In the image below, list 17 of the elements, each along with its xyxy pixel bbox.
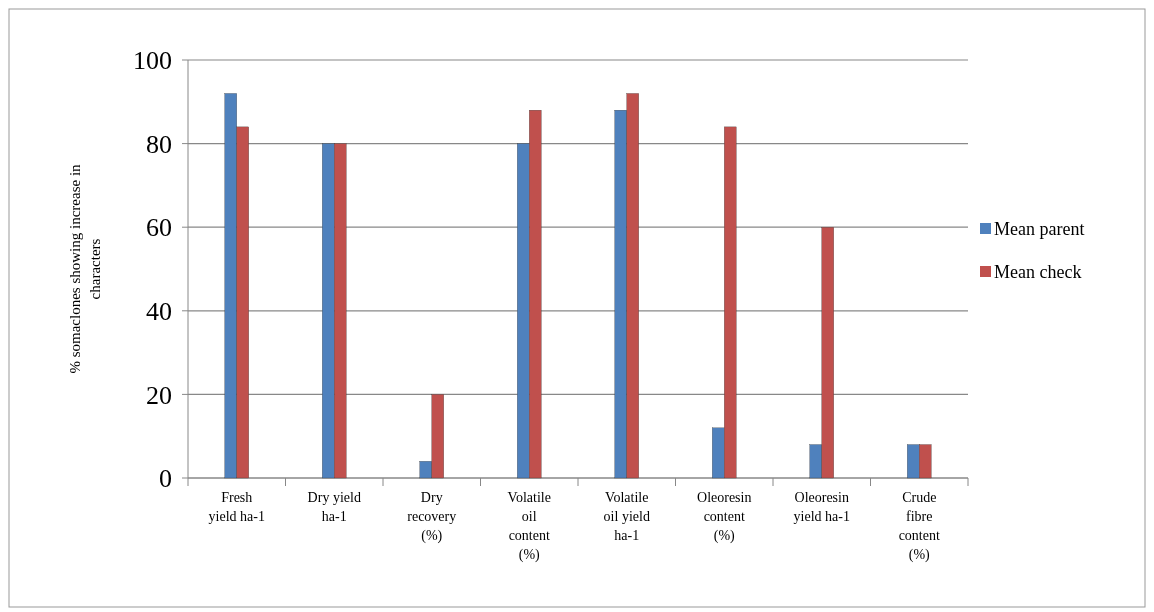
y-tick-label: 60: [146, 213, 172, 243]
x-tick-label: Oleoresin yield ha-1: [793, 490, 850, 524]
x-tick-label: Oleoresin content (%): [697, 490, 752, 544]
x-tick-label: Dry yield ha-1: [307, 490, 361, 524]
x-tick-label: Volatile oil yield ha-1: [603, 490, 650, 543]
x-tick-label: Crude fibre content (%): [898, 490, 940, 563]
y-axis-title: % somaclones showing increase in characters: [67, 163, 103, 374]
y-tick-label: 80: [146, 129, 172, 159]
legend-label: Mean check: [994, 262, 1082, 283]
x-tick-label: Volatile oil content (%): [507, 490, 551, 563]
y-tick-label: 20: [146, 380, 172, 410]
legend-label: Mean parent: [994, 219, 1085, 240]
y-tick-label: 100: [133, 46, 172, 76]
x-tick-label: Dry recovery (%): [407, 490, 457, 544]
y-tick-label: 0: [159, 464, 172, 494]
y-tick-label: 40: [146, 296, 172, 326]
x-tick-label: Fresh yield ha-1: [208, 490, 265, 524]
